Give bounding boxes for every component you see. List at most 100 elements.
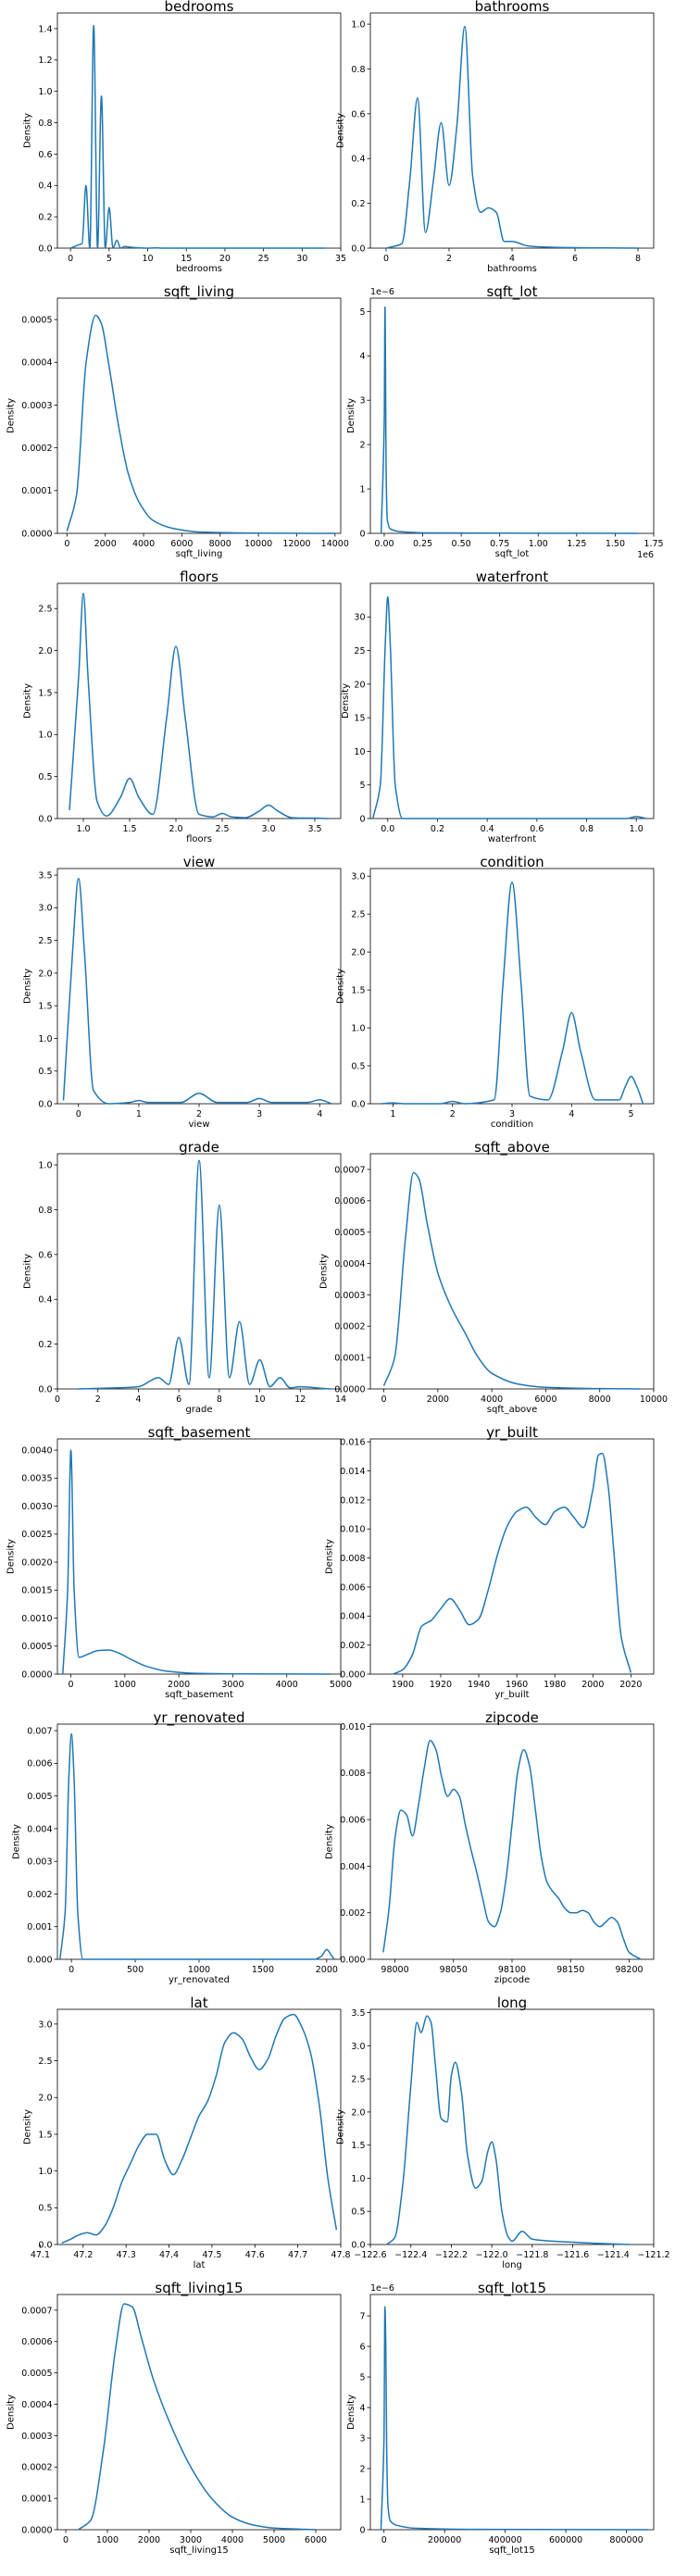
y-axis-label: Density: [22, 683, 32, 719]
x-tick-label: 500: [127, 1965, 144, 1975]
y-tick-label: 2.0: [38, 646, 52, 657]
x-tick-label: 2000: [168, 1680, 190, 1690]
y-tick-label: 0.2: [38, 1340, 52, 1350]
y-tick-label: 2.5: [351, 910, 365, 920]
x-tick-label: 25: [258, 254, 269, 264]
density-line: [385, 25, 639, 249]
y-tick-label: 1.5: [351, 985, 365, 995]
x-tick-label: 1: [390, 1109, 395, 1119]
density-line: [382, 1739, 642, 1960]
x-tick-label: 800000: [609, 2535, 643, 2545]
y-axis-label: Density: [335, 969, 345, 1004]
x-tick-label: 0: [383, 254, 389, 264]
y-tick-label: 0.0003: [21, 401, 52, 411]
axes-frame: [56, 1153, 342, 1390]
x-tick-label: 98050: [440, 1965, 468, 1975]
subplot-title: sqft_above: [474, 1139, 550, 1157]
x-tick-label: 400000: [489, 2535, 522, 2545]
x-tick-label: 0: [69, 1965, 74, 1975]
subplot-title: long: [497, 1995, 527, 2011]
x-tick-label: 1000: [96, 2535, 119, 2545]
x-tick-label: 0: [381, 2535, 387, 2545]
x-tick-label: 3000: [221, 1680, 244, 1690]
subplot-title: bedrooms: [165, 0, 234, 15]
y-tick-label: 1.4: [38, 24, 52, 34]
x-tick-label: 1500: [252, 1965, 274, 1975]
x-tick-label: 8000: [589, 1394, 611, 1405]
x-tick-label: 2: [450, 1109, 456, 1119]
subplot-title: sqft_living15: [155, 2280, 243, 2297]
y-tick-label: 0.000: [340, 1669, 365, 1680]
y-tick-label: 0.002: [340, 1641, 365, 1651]
y-axis-label: Density: [346, 398, 356, 433]
y-tick-label: 0.0000: [21, 529, 52, 539]
x-tick-label: 0: [64, 539, 69, 549]
y-tick-label: 3.5: [38, 870, 52, 881]
y-tick-label: 30: [354, 613, 365, 623]
density-line: [78, 2303, 317, 2531]
x-tick-label: 4: [509, 254, 515, 264]
y-tick-label: 0.0003: [334, 1291, 365, 1301]
y-tick-label: 0.006: [340, 1582, 365, 1593]
y-tick-label: 0.0000: [21, 2525, 52, 2535]
subplot-sqft-above: sqft_above 0.0000 0.0001 0.0002 0.0003 0.0004…: [319, 1139, 669, 1415]
y-tick-label: 0.004: [27, 1824, 52, 1834]
y-tick-label: 0.6: [38, 1250, 52, 1260]
y-tick-label: 0.0006: [21, 2337, 52, 2347]
y-tick-label: 2.5: [38, 2057, 52, 2067]
y-tick-label: 0.4: [351, 155, 365, 165]
x-tick-label: 4: [135, 1394, 141, 1405]
x-tick-label: 2: [446, 254, 452, 264]
x-tick-label: 0.25: [413, 539, 432, 549]
subplot-sqft-living: sqft_living 0.0000 0.0001 0.0002 0.0003 0.000…: [6, 283, 349, 559]
subplot-title: sqft_basement: [148, 1424, 251, 1442]
y-tick-label: 0.0: [351, 244, 365, 254]
x-tick-label: 10: [143, 254, 154, 264]
y-offset-label: 1e−6: [370, 2283, 394, 2294]
y-tick-label: 0.8: [351, 65, 365, 75]
subplot-sqft-lot: sqft_lot 0 1 2 3 4 5 1e−6 0.00 0.25 0.50 0.75 1.00 1.…: [346, 283, 663, 560]
x-tick-label: 1.00: [529, 539, 548, 549]
y-tick-label: 0.0020: [21, 1557, 52, 1568]
y-axis-label: Density: [346, 2395, 356, 2430]
x-tick-label: 0: [55, 1394, 60, 1405]
density-line: [69, 24, 326, 249]
y-tick-label: 0.0007: [334, 1165, 365, 1175]
x-tick-label: 1.5: [122, 824, 136, 834]
x-tick-label: 4: [317, 1109, 322, 1119]
x-tick-label: 0.8: [580, 824, 594, 834]
y-axis-label: Density: [12, 1824, 22, 1859]
subplot-title: yr_built: [486, 1424, 538, 1442]
subplot-condition: condition 0.0 0.5 1.0 1.5 2.0 2.5 3.0 1 2 3 4 5 condi…: [335, 854, 655, 1130]
x-axis-label: yr_built: [494, 1690, 529, 1700]
y-tick-label: 3.0: [38, 2020, 52, 2030]
x-tick-label: 6000: [305, 2535, 327, 2545]
x-tick-label: −122.6: [354, 2250, 386, 2260]
x-tick-label: 0: [381, 1394, 387, 1405]
x-tick-label: 14: [335, 1394, 346, 1405]
y-tick-label: 20: [354, 680, 365, 690]
y-tick-label: 0.4: [38, 1295, 52, 1306]
subplot-lat: lat 0.0 0.5 1.0 1.5 2.0 2.5 3.0 47.1 47.2 47.3 47.4…: [22, 1995, 350, 2270]
y-tick-label: 0.0025: [21, 1530, 52, 1540]
x-tick-label: 6000: [170, 539, 193, 549]
y-axis-label: Density: [22, 2109, 32, 2145]
subplot-title: condition: [480, 854, 544, 870]
y-tick-label: 3: [359, 2433, 365, 2444]
y-tick-label: 0.0: [38, 2240, 52, 2250]
x-tick-label: −121.2: [637, 2250, 669, 2260]
density-line: [66, 314, 335, 534]
x-tick-label: 2000: [427, 1394, 449, 1405]
subplot-bedrooms: bedrooms 0.0 0.2 0.4 0.6 0.8 1.0 1.2 1.4 0 5 10 15 20…: [22, 0, 346, 274]
x-tick-label: 5000: [263, 2535, 285, 2545]
axes-frame: [369, 868, 655, 1105]
y-tick-label: 0.8: [38, 1206, 52, 1216]
x-tick-label: 4: [569, 1109, 574, 1119]
y-tick-label: 0.0005: [334, 1228, 365, 1238]
subplot-title: sqft_lot: [487, 283, 538, 301]
density-line: [382, 1171, 641, 1390]
x-tick-label: 47.3: [117, 2250, 136, 2260]
x-tick-label: 1.25: [567, 539, 586, 549]
subplot-title: lat: [190, 1995, 207, 2011]
axes-frame: [56, 868, 342, 1105]
